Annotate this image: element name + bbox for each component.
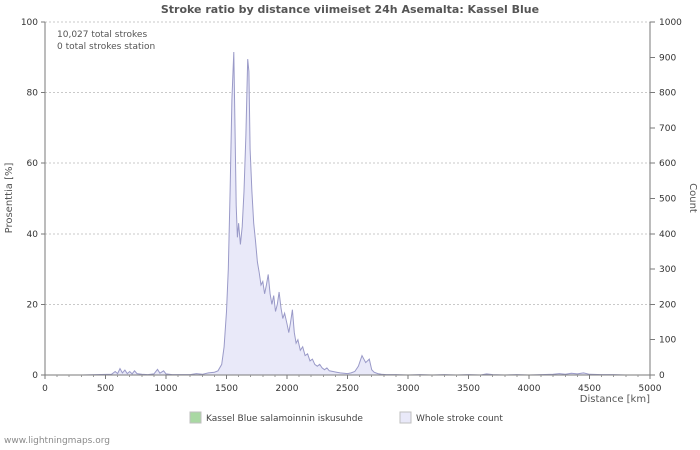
y-tick-left: 100 [21,18,38,28]
x-tick: 2000 [276,384,299,394]
y-tick-left: 80 [27,89,39,99]
y-tick-right: 300 [659,265,676,275]
annotation-station-strokes: 0 total strokes station [57,42,155,52]
y-tick-left: 60 [27,159,39,169]
tick-labels: 0204060801000100200300400500600700800900… [21,18,682,394]
y-tick-right: 800 [659,89,676,99]
y-axis-label-left: Prosenttia [%] [4,163,15,234]
gridlines [45,21,650,305]
y-tick-right: 1000 [659,18,682,28]
x-tick: 500 [97,384,114,394]
series-group [45,51,650,376]
legend-swatch-1 [399,411,412,424]
y-tick-right: 100 [659,336,676,346]
x-tick: 4500 [578,384,601,394]
chart-title: Stroke ratio by distance viimeiset 24h A… [161,3,539,16]
x-tick: 5000 [639,384,662,394]
footer-link[interactable]: www.lightningmaps.org [4,436,110,446]
x-tick: 1500 [215,384,238,394]
x-tick: 1000 [155,384,178,394]
y-tick-left: 0 [32,371,38,381]
x-tick: 0 [42,384,48,394]
axes [44,22,651,376]
y-tick-right: 200 [659,300,676,310]
y-tick-right: 400 [659,230,676,240]
series-right [45,51,650,376]
y-tick-right: 0 [659,371,665,381]
annotation-total-strokes: 10,027 total strokes [57,30,147,40]
y-tick-right: 500 [659,195,676,205]
legend: Kassel Blue salamoinnin iskusuhde Whole s… [189,411,503,424]
y-tick-right: 600 [659,159,676,169]
x-tick: 3500 [457,384,480,394]
y-axis-label-right: Count [687,183,698,213]
x-tick: 4000 [518,384,541,394]
y-tick-left: 20 [27,300,39,310]
y-tick-right: 900 [659,53,676,63]
legend-label-1: Whole stroke count [416,414,503,424]
x-tick: 3000 [397,384,420,394]
y-tick-left: 40 [27,230,39,240]
x-tick: 2500 [336,384,359,394]
legend-label-0: Kassel Blue salamoinnin iskusuhde [206,414,363,424]
x-axis-label: Distance [km] [580,394,650,405]
y-tick-right: 700 [659,124,676,134]
legend-swatch-0 [189,411,202,424]
